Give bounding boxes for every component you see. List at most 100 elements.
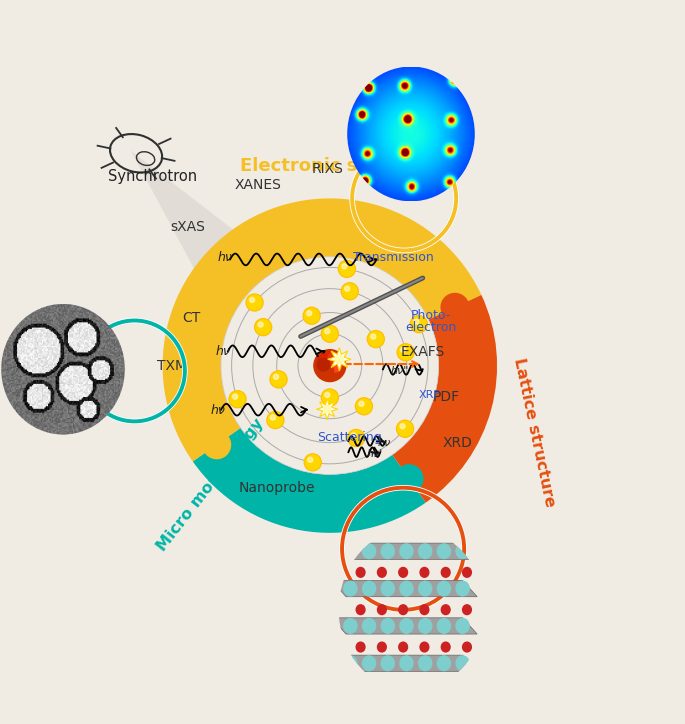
Circle shape bbox=[400, 618, 413, 634]
Circle shape bbox=[304, 454, 321, 471]
Circle shape bbox=[399, 568, 408, 577]
Circle shape bbox=[401, 347, 406, 353]
Text: electron: electron bbox=[405, 321, 456, 334]
Circle shape bbox=[397, 420, 414, 437]
Circle shape bbox=[362, 544, 375, 558]
Text: XPS: XPS bbox=[384, 178, 410, 192]
Circle shape bbox=[420, 568, 429, 577]
Circle shape bbox=[323, 327, 337, 341]
Text: sXAS: sXAS bbox=[171, 219, 206, 234]
Circle shape bbox=[356, 605, 365, 615]
Circle shape bbox=[377, 642, 386, 652]
Circle shape bbox=[338, 261, 356, 277]
Text: RIXS: RIXS bbox=[311, 162, 343, 176]
Circle shape bbox=[412, 317, 426, 332]
Text: Lattice structure: Lattice structure bbox=[511, 356, 558, 508]
Circle shape bbox=[399, 345, 413, 360]
Circle shape bbox=[395, 465, 423, 492]
Circle shape bbox=[400, 581, 413, 596]
Circle shape bbox=[456, 656, 469, 670]
Circle shape bbox=[419, 618, 432, 634]
Circle shape bbox=[256, 320, 271, 334]
Text: hν: hν bbox=[210, 404, 225, 417]
Circle shape bbox=[314, 350, 346, 382]
Circle shape bbox=[397, 344, 414, 361]
Polygon shape bbox=[131, 151, 275, 420]
Circle shape bbox=[255, 319, 272, 336]
Polygon shape bbox=[316, 398, 338, 420]
Circle shape bbox=[344, 656, 357, 670]
Circle shape bbox=[270, 371, 287, 388]
Polygon shape bbox=[332, 655, 477, 671]
Text: hν': hν' bbox=[367, 449, 383, 459]
Circle shape bbox=[410, 316, 427, 332]
Text: XANES: XANES bbox=[235, 178, 282, 192]
Circle shape bbox=[304, 308, 319, 323]
Circle shape bbox=[462, 568, 471, 577]
Circle shape bbox=[382, 656, 395, 670]
Circle shape bbox=[345, 286, 350, 291]
Circle shape bbox=[344, 581, 357, 596]
Circle shape bbox=[419, 544, 432, 558]
Circle shape bbox=[268, 413, 283, 427]
Text: XRF: XRF bbox=[419, 390, 440, 400]
Circle shape bbox=[329, 359, 342, 372]
Circle shape bbox=[356, 397, 373, 415]
Circle shape bbox=[327, 353, 340, 366]
Circle shape bbox=[414, 319, 419, 324]
Circle shape bbox=[273, 374, 279, 379]
Circle shape bbox=[246, 294, 263, 311]
Circle shape bbox=[232, 394, 238, 399]
Text: PDF: PDF bbox=[433, 390, 460, 405]
Polygon shape bbox=[332, 581, 477, 597]
Circle shape bbox=[271, 415, 275, 420]
Circle shape bbox=[371, 334, 376, 339]
Circle shape bbox=[400, 424, 405, 429]
Circle shape bbox=[382, 544, 395, 558]
Circle shape bbox=[456, 618, 469, 634]
Wedge shape bbox=[193, 428, 426, 533]
Circle shape bbox=[356, 642, 365, 652]
Circle shape bbox=[437, 618, 451, 634]
Circle shape bbox=[342, 264, 347, 269]
Circle shape bbox=[321, 365, 334, 377]
Circle shape bbox=[318, 354, 331, 366]
Circle shape bbox=[317, 358, 329, 371]
Circle shape bbox=[382, 618, 395, 634]
Circle shape bbox=[321, 389, 338, 406]
Text: XRD: XRD bbox=[443, 436, 472, 450]
Circle shape bbox=[307, 311, 312, 316]
Circle shape bbox=[398, 421, 412, 436]
Text: Nanoprobe: Nanoprobe bbox=[238, 481, 315, 494]
Circle shape bbox=[357, 399, 371, 413]
Circle shape bbox=[267, 411, 284, 429]
Circle shape bbox=[400, 656, 413, 670]
Circle shape bbox=[349, 431, 363, 445]
Circle shape bbox=[230, 392, 245, 406]
Circle shape bbox=[325, 329, 330, 334]
Circle shape bbox=[437, 544, 451, 558]
Circle shape bbox=[437, 581, 451, 596]
Circle shape bbox=[420, 605, 429, 615]
Circle shape bbox=[323, 405, 331, 413]
Text: hν: hν bbox=[378, 437, 391, 447]
Circle shape bbox=[462, 605, 471, 615]
Circle shape bbox=[203, 431, 231, 458]
Circle shape bbox=[344, 544, 357, 558]
Circle shape bbox=[340, 261, 354, 276]
Circle shape bbox=[362, 581, 375, 596]
Circle shape bbox=[441, 642, 450, 652]
Circle shape bbox=[400, 544, 413, 558]
Circle shape bbox=[344, 618, 357, 634]
Circle shape bbox=[399, 605, 408, 615]
Circle shape bbox=[419, 656, 432, 670]
Circle shape bbox=[306, 455, 320, 470]
Circle shape bbox=[377, 568, 386, 577]
Circle shape bbox=[462, 642, 471, 652]
Text: EXAFS: EXAFS bbox=[401, 345, 445, 359]
Text: TXM: TXM bbox=[157, 358, 187, 373]
Circle shape bbox=[456, 581, 469, 596]
Polygon shape bbox=[332, 543, 477, 560]
Circle shape bbox=[229, 391, 246, 408]
Circle shape bbox=[351, 433, 356, 438]
